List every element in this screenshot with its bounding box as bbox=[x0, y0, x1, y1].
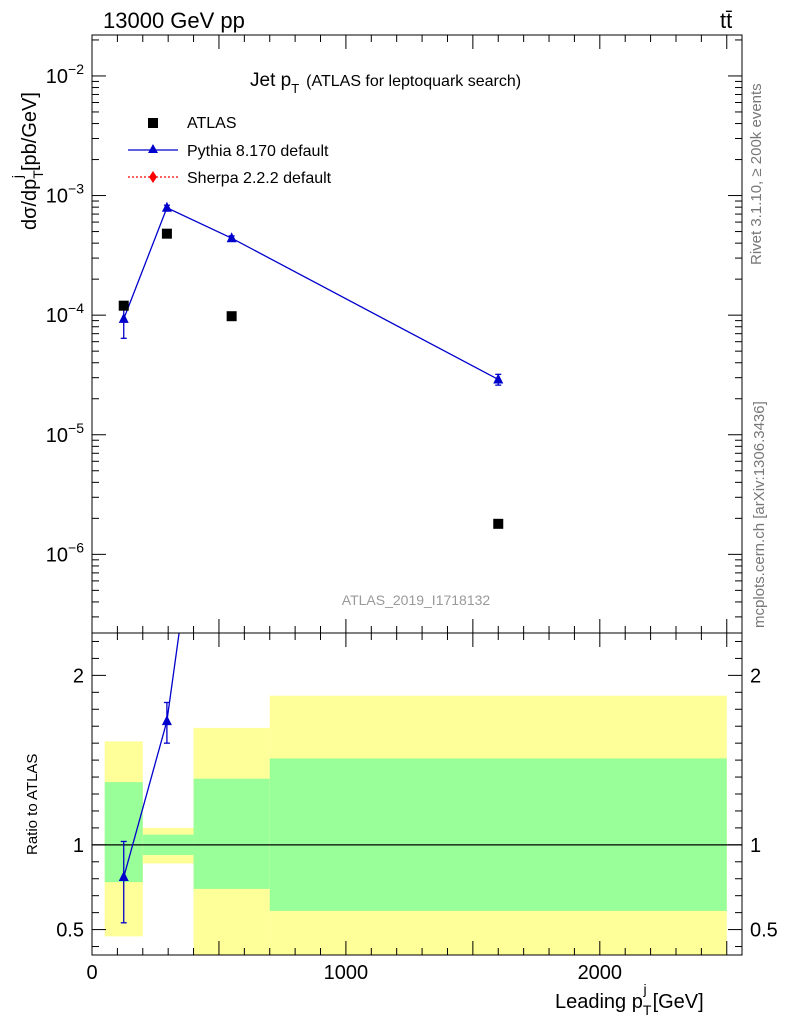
main-title-sub: T bbox=[291, 81, 299, 96]
legend: ATLAS Pythia 8.170 default Sherpa 2.2.2 … bbox=[128, 115, 332, 187]
header-process: 13000 GeV pp bbox=[103, 8, 245, 33]
main-y-tick-label: 10−2 bbox=[46, 61, 84, 88]
analysis-tag: ATLAS_2019_I1718132 bbox=[342, 592, 491, 608]
legend-pythia-marker bbox=[148, 144, 158, 153]
pythia-point bbox=[493, 373, 504, 384]
ratio-y-tick-label: 1 bbox=[73, 835, 84, 857]
pythia-line bbox=[123, 206, 499, 381]
pythia-point bbox=[226, 232, 237, 243]
header-final-state: tt̄ bbox=[720, 8, 732, 33]
ratio-y-axis-label: Ratio to ATLAS bbox=[24, 754, 41, 855]
legend-sherpa-label: Sherpa 2.2.2 default bbox=[187, 170, 332, 187]
ratio-green-band bbox=[193, 778, 270, 889]
legend-sherpa-marker bbox=[149, 171, 157, 183]
atlas-point bbox=[226, 311, 237, 322]
atlas-point bbox=[161, 228, 172, 239]
main-y-axis-label: dσ/dpTj[pb/GeV] bbox=[9, 92, 46, 230]
ratio-green-band bbox=[269, 758, 727, 911]
main-y-tick-label: 10−6 bbox=[46, 539, 84, 566]
legend-atlas-marker bbox=[148, 118, 158, 128]
ratio-frame bbox=[91, 632, 743, 956]
ratio-y-tick-label: 2 bbox=[73, 665, 84, 687]
main-title-paren: (ATLAS for leptoquark search) bbox=[306, 73, 521, 90]
main-y-tick-label: 10−3 bbox=[46, 181, 84, 208]
main-title: Jet pT (ATLAS for leptoquark search) bbox=[250, 70, 521, 96]
legend-atlas-label: ATLAS bbox=[187, 115, 237, 132]
atlas-point bbox=[118, 300, 129, 311]
rivet-label: Rivet 3.1.10, ≥ 200k events bbox=[748, 83, 765, 265]
ratio-pythia-point bbox=[118, 871, 129, 882]
legend-pythia-label: Pythia 8.170 default bbox=[187, 143, 329, 160]
main-y-tick-label: 10−5 bbox=[46, 420, 84, 447]
main-title-text: Jet p bbox=[250, 70, 291, 91]
ratio-y-tick-label-right: 1 bbox=[750, 835, 761, 857]
x-axis-label: Leading pTj[GeV] bbox=[555, 981, 704, 1018]
x-tick-label: 0 bbox=[86, 962, 97, 984]
pythia-point bbox=[161, 201, 172, 212]
mcplots-label: mcplots.cern.ch [arXiv:1306.3436] bbox=[751, 401, 768, 628]
ratio-y-tick-label-right: 0.5 bbox=[750, 920, 778, 942]
atlas-point bbox=[493, 518, 504, 529]
pythia-point bbox=[118, 312, 129, 323]
main-y-tick-label: 10−4 bbox=[46, 300, 84, 327]
x-tick-label: 2000 bbox=[578, 962, 623, 984]
ratio-y-tick-label: 0.5 bbox=[56, 920, 84, 942]
ratio-pythia-point bbox=[161, 715, 172, 726]
x-tick-label: 1000 bbox=[324, 962, 369, 984]
ratio-y-tick-label-right: 2 bbox=[750, 665, 761, 687]
